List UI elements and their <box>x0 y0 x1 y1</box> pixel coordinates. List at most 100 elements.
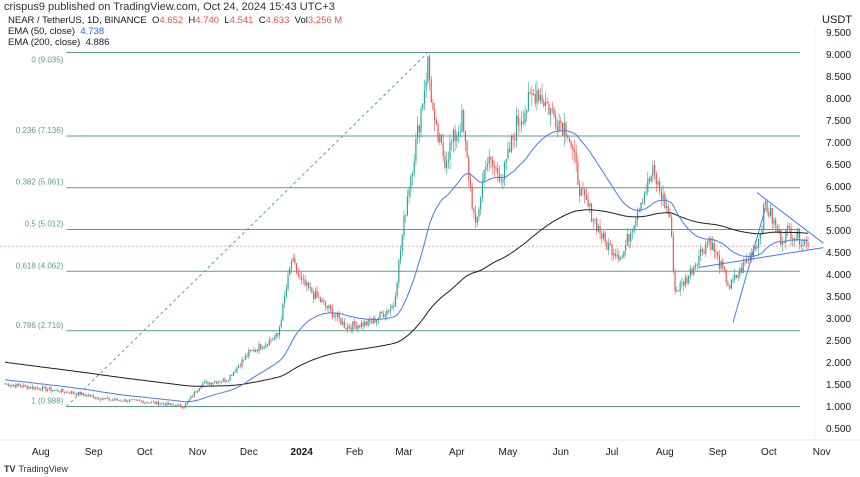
candle-down <box>674 271 676 292</box>
candle-down <box>91 395 93 396</box>
candle-down <box>219 381 221 383</box>
price-tick-label: 2.500 <box>826 336 851 347</box>
candle-up <box>445 161 448 169</box>
candle-up <box>287 274 289 289</box>
candle-up <box>619 258 622 260</box>
candle-up <box>638 210 640 212</box>
ema50-legend-row[interactable]: EMA (50, close) 4.738 <box>8 26 342 37</box>
candle-down <box>140 400 142 402</box>
tradingview-brand[interactable]: TV TradingView <box>4 464 68 475</box>
candle-up <box>705 244 707 254</box>
candle-down <box>722 261 724 268</box>
candle-up <box>200 386 202 389</box>
ema200-legend-row[interactable]: EMA (200, close) 4.886 <box>8 37 342 48</box>
time-tick-label: 2024 <box>291 447 314 458</box>
price-tick-label: 2.000 <box>826 358 851 369</box>
candle-down <box>435 120 437 125</box>
candle-down <box>696 264 698 266</box>
candle-up <box>12 385 15 386</box>
candle-down <box>36 387 38 389</box>
candle-up <box>403 215 405 236</box>
candle-up <box>456 135 458 141</box>
candle-up <box>625 245 627 251</box>
candle-down <box>660 191 663 200</box>
candle-down <box>572 146 574 151</box>
candle-up <box>786 226 789 230</box>
candle-up <box>795 238 797 239</box>
candle-down <box>307 282 310 288</box>
candle-up <box>185 403 187 408</box>
candle-down <box>776 224 778 233</box>
candle-down <box>118 400 120 401</box>
candle-down <box>735 274 738 278</box>
candle-up <box>679 282 681 291</box>
candle-up <box>607 243 610 250</box>
candle-down <box>611 244 613 256</box>
candle-down <box>345 327 347 330</box>
candle-up <box>420 108 422 133</box>
candle-up <box>197 390 199 393</box>
candle-up <box>156 401 158 404</box>
candle-up <box>633 225 635 232</box>
ema200-label: EMA (200, close) <box>8 37 81 48</box>
candle-up <box>357 325 359 330</box>
candle-down <box>168 402 170 405</box>
candle-down <box>659 181 661 192</box>
candle-down <box>108 397 110 401</box>
candle-up <box>268 340 270 346</box>
volume-value: 3.256 M <box>307 15 343 26</box>
candle-up <box>657 181 659 185</box>
candle-up <box>447 159 449 162</box>
candle-up <box>106 397 108 399</box>
candle-up <box>526 110 528 114</box>
candle-up <box>227 380 229 382</box>
candle-down <box>76 393 78 396</box>
candle-down <box>191 396 194 397</box>
candle-down <box>369 319 371 322</box>
time-tick-label: Dec <box>240 447 258 458</box>
candle-up <box>70 391 73 394</box>
candle-up <box>580 188 582 196</box>
candle-up <box>558 120 560 131</box>
candle-down <box>72 391 74 394</box>
candle-up <box>401 235 403 251</box>
candle-up <box>128 399 131 402</box>
candle-up <box>650 176 652 182</box>
candle-down <box>174 405 177 407</box>
candle-down <box>599 226 601 234</box>
candle-up <box>65 391 67 393</box>
candle-up <box>188 399 190 402</box>
candle-down <box>330 305 332 309</box>
candle-down <box>541 94 543 102</box>
candle-up <box>759 234 761 239</box>
candle-down <box>531 93 533 96</box>
low-value: 4.541 <box>229 15 254 26</box>
candle-up <box>190 396 192 400</box>
candle-down <box>57 389 59 392</box>
candle-down <box>512 136 514 139</box>
candle-up <box>698 255 700 266</box>
candle-up <box>144 402 146 404</box>
candle-down <box>82 392 85 395</box>
candle-down <box>497 168 499 175</box>
candle-up <box>89 395 91 397</box>
candle-up <box>28 386 30 389</box>
close-value: 4.633 <box>265 15 290 26</box>
candle-up <box>763 204 765 230</box>
candle-up <box>398 260 400 283</box>
candle-down <box>444 156 446 169</box>
candle-down <box>50 387 52 392</box>
candle-down <box>430 79 432 103</box>
candle-up <box>665 206 668 208</box>
candle-down <box>686 277 688 284</box>
price-tick-label: 6.500 <box>826 160 851 171</box>
candle-down <box>365 321 368 326</box>
candle-up <box>396 282 398 297</box>
candle-down <box>4 383 6 385</box>
candle-up <box>502 179 504 183</box>
candle-down <box>740 267 743 273</box>
candle-up <box>81 392 83 396</box>
candle-down <box>466 141 468 158</box>
candle-up <box>272 339 274 341</box>
